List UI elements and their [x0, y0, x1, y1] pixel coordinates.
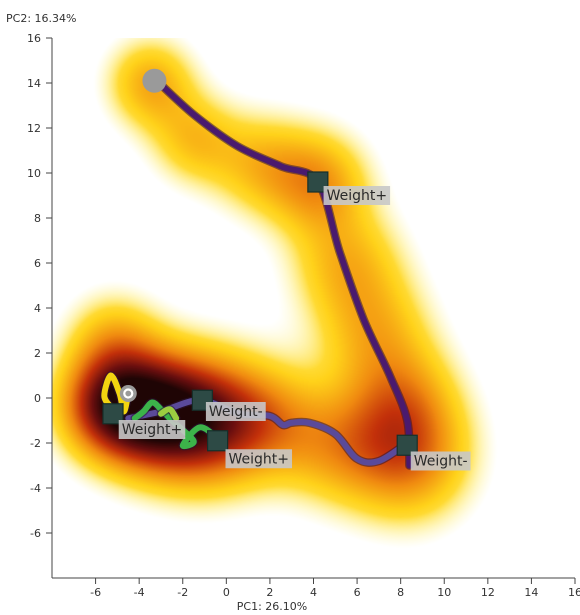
y-tick-label: -4: [30, 482, 41, 495]
y-tick-label: 2: [34, 347, 41, 360]
y-tick-label: -2: [30, 437, 41, 450]
y-tick-label: 10: [27, 167, 41, 180]
x-tick-label: 10: [437, 586, 451, 599]
x-tick-label: 14: [524, 586, 538, 599]
x-tick-label: 8: [397, 586, 404, 599]
y-tick-label: 16: [27, 32, 41, 45]
annotation-label-4: Weight+: [225, 449, 293, 469]
annotation-bg-4: [225, 449, 293, 469]
y-tick-label: 8: [34, 212, 41, 225]
annotation-label-3: Weight-: [205, 402, 266, 421]
annotation-bg-3: [205, 402, 266, 421]
annotation-label-1: Weight+: [323, 186, 391, 205]
x-tick-label: 2: [266, 586, 273, 599]
annotation-bg-2: [410, 451, 471, 471]
weight-change-marker-7: [102, 403, 124, 425]
markers: [102, 68, 418, 456]
density-heatmap: [52, 38, 575, 578]
trajectory-line-1: [151, 75, 413, 469]
y-axis-title: PC2: 16.34%: [6, 12, 76, 25]
x-ticks: -6 -4 -2 0 2 4 6 8 10 12 14 16: [90, 578, 580, 599]
annotation-text-2: Weight-: [414, 454, 468, 470]
start-circle-marker: [142, 68, 167, 93]
y-ticks: -6 -4 -2 0 2 4 6 8 10 12 14 16: [27, 32, 52, 540]
x-tick-label: -2: [177, 586, 188, 599]
y-tick-label: 4: [34, 302, 41, 315]
annotation-label-5: Weight+: [118, 420, 186, 439]
x-tick-label: 12: [481, 586, 495, 599]
annotation-text-4: Weight+: [229, 451, 290, 467]
y-tick-label: 0: [34, 392, 41, 405]
axes: -6 -4 -2 0 2 4 6 8 10 12 14 16 -6 -4 -2 0 2 4 6 8 10 12 14 16: [27, 32, 580, 599]
y-tick-label: 12: [27, 122, 41, 135]
annotations: Weight+ Weight- Weight- Weight+ Weight+: [118, 186, 471, 471]
trajectory-line-5: [101, 372, 132, 415]
trajectory-line-4: [158, 406, 180, 422]
start-ring-marker: [119, 385, 137, 402]
annotation-bg-1: [323, 186, 391, 205]
y-tick-label: 14: [27, 77, 41, 90]
x-axis-title: PC1: 26.10%: [237, 600, 307, 613]
density-image: [52, 38, 575, 578]
annotation-bg-5: [118, 420, 186, 439]
weight-change-marker-3: [307, 171, 329, 193]
y-tick-label: -6: [30, 527, 41, 540]
annotation-label-2: Weight-: [410, 451, 471, 471]
x-tick-label: -6: [90, 586, 101, 599]
y-tick-label: 6: [34, 257, 41, 270]
start-ring-marker-inner: [123, 388, 134, 399]
annotation-text-3: Weight-: [209, 404, 263, 420]
weight-change-marker-4: [396, 434, 418, 456]
weight-change-marker-6: [207, 430, 229, 452]
x-tick-label: 16: [568, 586, 580, 599]
x-tick-label: -4: [134, 586, 145, 599]
x-tick-label: 6: [354, 586, 361, 599]
x-tick-label: 0: [223, 586, 230, 599]
annotation-text-1: Weight+: [327, 188, 388, 204]
x-tick-label: 4: [310, 586, 317, 599]
annotation-text-5: Weight+: [122, 422, 183, 438]
